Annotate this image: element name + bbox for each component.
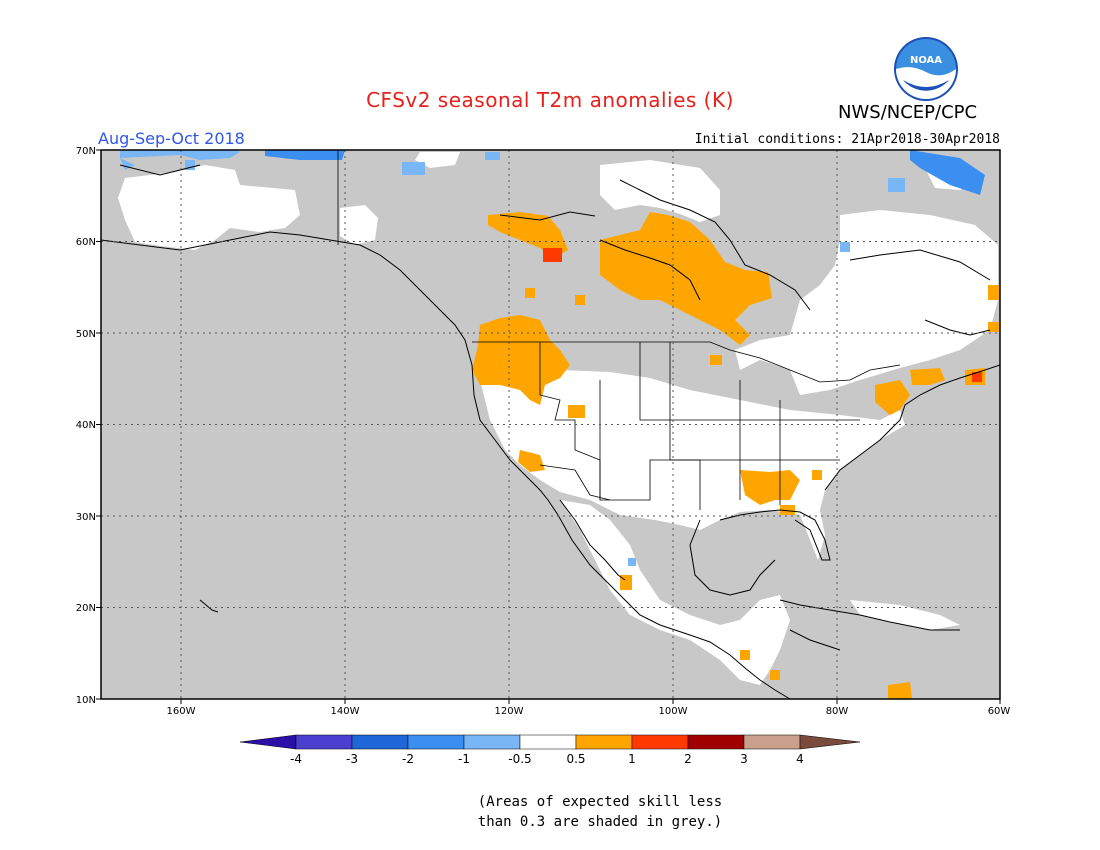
cool-anomaly-strong-areas [265,150,985,195]
colorbar-left-arrow [239,734,297,750]
colorbar-tick-label: -0.5 [508,752,531,766]
latitude-labels: 70N 60N 50N 40N 30N 20N 10N [76,146,96,706]
lon-label: 120W [495,706,524,717]
season-label: Aug-Sep-Oct 2018 [98,129,245,148]
initial-conditions-label: Initial conditions: 21Apr2018-30Apr2018 [694,132,1000,147]
map-gridlines [101,150,1000,699]
colorbar-segment [687,734,745,750]
coastlines [101,164,1000,699]
lat-label: 40N [76,420,96,431]
cool-anomaly-areas [120,150,905,566]
colorbar-tick-label: -3 [346,752,358,766]
skill-note: (Areas of expected skill less than 0.3 a… [440,792,760,832]
lat-label: 60N [76,237,96,248]
org-label: NWS/NCEP/CPC [838,102,978,123]
colorbar-segment [295,734,353,750]
colorbar-segment [631,734,689,750]
noaa-logo-icon: NOAA [894,37,958,101]
lat-label: 20N [76,603,96,614]
latitude-ticks [96,149,101,700]
lon-label: 80W [826,706,849,717]
colorbar-tick-label: -2 [402,752,414,766]
lon-label: 140W [331,706,360,717]
political-boundaries [337,150,901,510]
colorbar-segment [407,734,465,750]
skill-note-line: than 0.3 are shaded in grey.) [477,814,723,830]
hot-anomaly-areas [543,248,982,382]
lat-label: 50N [76,329,96,340]
colorbar-segment [463,734,521,750]
lat-label: 70N [76,146,96,157]
colorbar-tick-label: -1 [458,752,470,766]
longitude-labels: 160W 140W 120W 100W 80W 60W [167,706,1011,717]
color-legend [239,734,861,750]
colorbar-right-arrow [799,734,861,750]
colorbar-segment [519,734,577,750]
colorbar-tick-label: 3 [740,752,748,766]
lon-label: 100W [659,706,688,717]
longitude-ticks [180,699,1001,704]
skill-areas [118,152,998,685]
warm-anomaly-areas [472,212,1000,699]
logo-text: NOAA [910,55,942,66]
colorbar-tick-label: 1 [628,752,636,766]
colorbar-segment [575,734,633,750]
skill-note-line: (Areas of expected skill less [477,794,723,810]
colorbar-tick-label: -4 [290,752,302,766]
lon-label: 160W [167,706,196,717]
lon-label: 60W [988,706,1011,717]
colorbar-labels: -4 -3 -2 -1 -0.5 0.5 1 2 3 4 [290,752,804,766]
colorbar-segment [351,734,409,750]
colorbar-tick-label: 0.5 [566,752,585,766]
map-title: CFSv2 seasonal T2m anomalies (K) [366,88,734,112]
colorbar-segment [743,734,801,750]
lat-label: 30N [76,512,96,523]
lat-label: 10N [76,695,96,706]
colorbar-tick-label: 2 [684,752,692,766]
colorbar-tick-label: 4 [796,752,804,766]
